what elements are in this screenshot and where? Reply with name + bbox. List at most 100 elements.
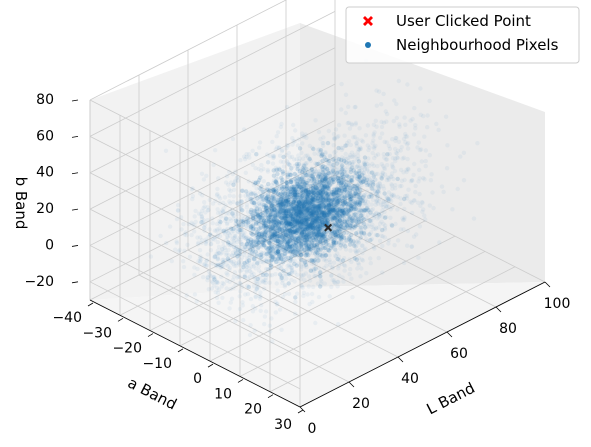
scatter-point xyxy=(336,180,342,186)
scatter-point xyxy=(276,219,282,225)
scatter-point xyxy=(353,244,358,249)
scatter-point xyxy=(339,147,344,153)
scatter-point xyxy=(358,193,363,198)
scatter-point xyxy=(273,220,278,225)
scatter-point xyxy=(315,232,321,238)
scatter-point xyxy=(270,247,275,252)
scatter-point xyxy=(399,145,404,150)
scatter-point xyxy=(362,193,367,198)
scatter-point xyxy=(295,219,300,224)
scatter-point xyxy=(373,202,378,207)
scatter-point xyxy=(332,169,337,175)
scatter-point xyxy=(175,208,181,213)
scatter-point xyxy=(362,167,368,172)
scatter-point xyxy=(304,161,309,166)
scatter-point xyxy=(299,194,305,199)
scatter-point xyxy=(294,207,299,212)
scatter-point xyxy=(292,270,298,275)
scatter-point xyxy=(365,161,370,167)
scatter-point xyxy=(268,209,273,214)
scatter-point xyxy=(401,136,407,142)
scatter-point xyxy=(283,242,288,247)
scatter-point xyxy=(299,230,305,235)
scatter-point xyxy=(313,206,318,211)
scatter-point xyxy=(205,252,210,257)
scatter-point xyxy=(260,226,266,231)
scatter-point xyxy=(222,195,228,200)
scatter-point xyxy=(181,221,186,227)
scatter-point xyxy=(284,170,289,175)
scatter-point xyxy=(420,200,425,205)
scatter-point xyxy=(298,190,304,196)
scatter-point xyxy=(334,221,339,226)
scatter-point xyxy=(309,166,314,172)
scatter-point xyxy=(362,164,367,169)
scatter-point xyxy=(335,169,341,174)
scatter-point xyxy=(292,225,298,231)
scatter-point xyxy=(274,200,279,205)
scatter-point xyxy=(329,202,335,207)
scatter-point xyxy=(371,174,376,179)
scatter-point xyxy=(321,211,326,216)
scatter-point xyxy=(263,193,268,198)
scatter-point xyxy=(359,208,364,214)
scatter-point xyxy=(354,243,359,249)
scatter-point xyxy=(293,295,298,300)
scatter-point xyxy=(371,133,376,139)
scatter-point xyxy=(314,254,319,259)
scatter-point xyxy=(292,171,297,177)
scatter-point xyxy=(318,197,324,203)
scatter-point xyxy=(270,237,276,242)
scatter-point xyxy=(300,199,305,205)
scatter-point xyxy=(322,188,327,194)
scatter-point xyxy=(328,236,333,241)
scatter-point xyxy=(346,212,351,217)
scatter-point xyxy=(273,232,278,237)
scatter-point xyxy=(256,264,262,269)
scatter-point xyxy=(245,235,250,241)
scatter-point xyxy=(339,107,344,112)
tick-mark xyxy=(446,331,453,338)
scatter-point xyxy=(244,264,249,269)
scatter-point xyxy=(239,245,244,250)
scatter-point xyxy=(210,221,215,226)
scatter-point xyxy=(288,238,293,243)
scatter-point xyxy=(373,153,379,158)
scatter-point xyxy=(308,158,313,164)
scatter-point xyxy=(305,197,311,202)
scatter-point xyxy=(380,208,385,213)
scatter-point xyxy=(353,212,358,217)
scatter-point xyxy=(349,276,354,281)
scatter-point xyxy=(268,186,273,191)
scatter-point xyxy=(245,193,251,198)
scatter-point xyxy=(289,277,294,283)
scatter-point xyxy=(341,181,347,186)
scatter-point xyxy=(279,149,285,154)
scatter-point xyxy=(207,227,212,232)
scatter-point xyxy=(204,263,210,268)
scatter-point xyxy=(276,223,282,228)
scatter-point xyxy=(350,241,355,246)
scatter-point xyxy=(331,131,337,137)
scatter-point xyxy=(299,131,305,136)
scatter-point xyxy=(282,251,287,256)
scatter-point xyxy=(304,191,310,197)
scatter-point xyxy=(215,232,221,237)
scatter-point xyxy=(243,218,249,224)
scatter-point xyxy=(322,213,327,218)
scatter-point xyxy=(221,229,227,235)
scatter-point xyxy=(313,261,319,266)
scatter-point xyxy=(347,231,352,236)
scatter-point xyxy=(199,237,205,243)
scatter-point xyxy=(302,181,307,187)
scatter-point xyxy=(324,173,329,178)
scatter-point xyxy=(271,173,277,178)
scatter-point xyxy=(229,253,235,258)
scatter-point xyxy=(291,249,297,255)
scatter-point xyxy=(256,252,262,258)
scatter-point xyxy=(255,261,260,266)
scatter-point xyxy=(248,214,253,220)
scatter-point xyxy=(228,188,233,194)
scatter-point xyxy=(359,205,365,210)
scatter-point xyxy=(379,102,384,107)
